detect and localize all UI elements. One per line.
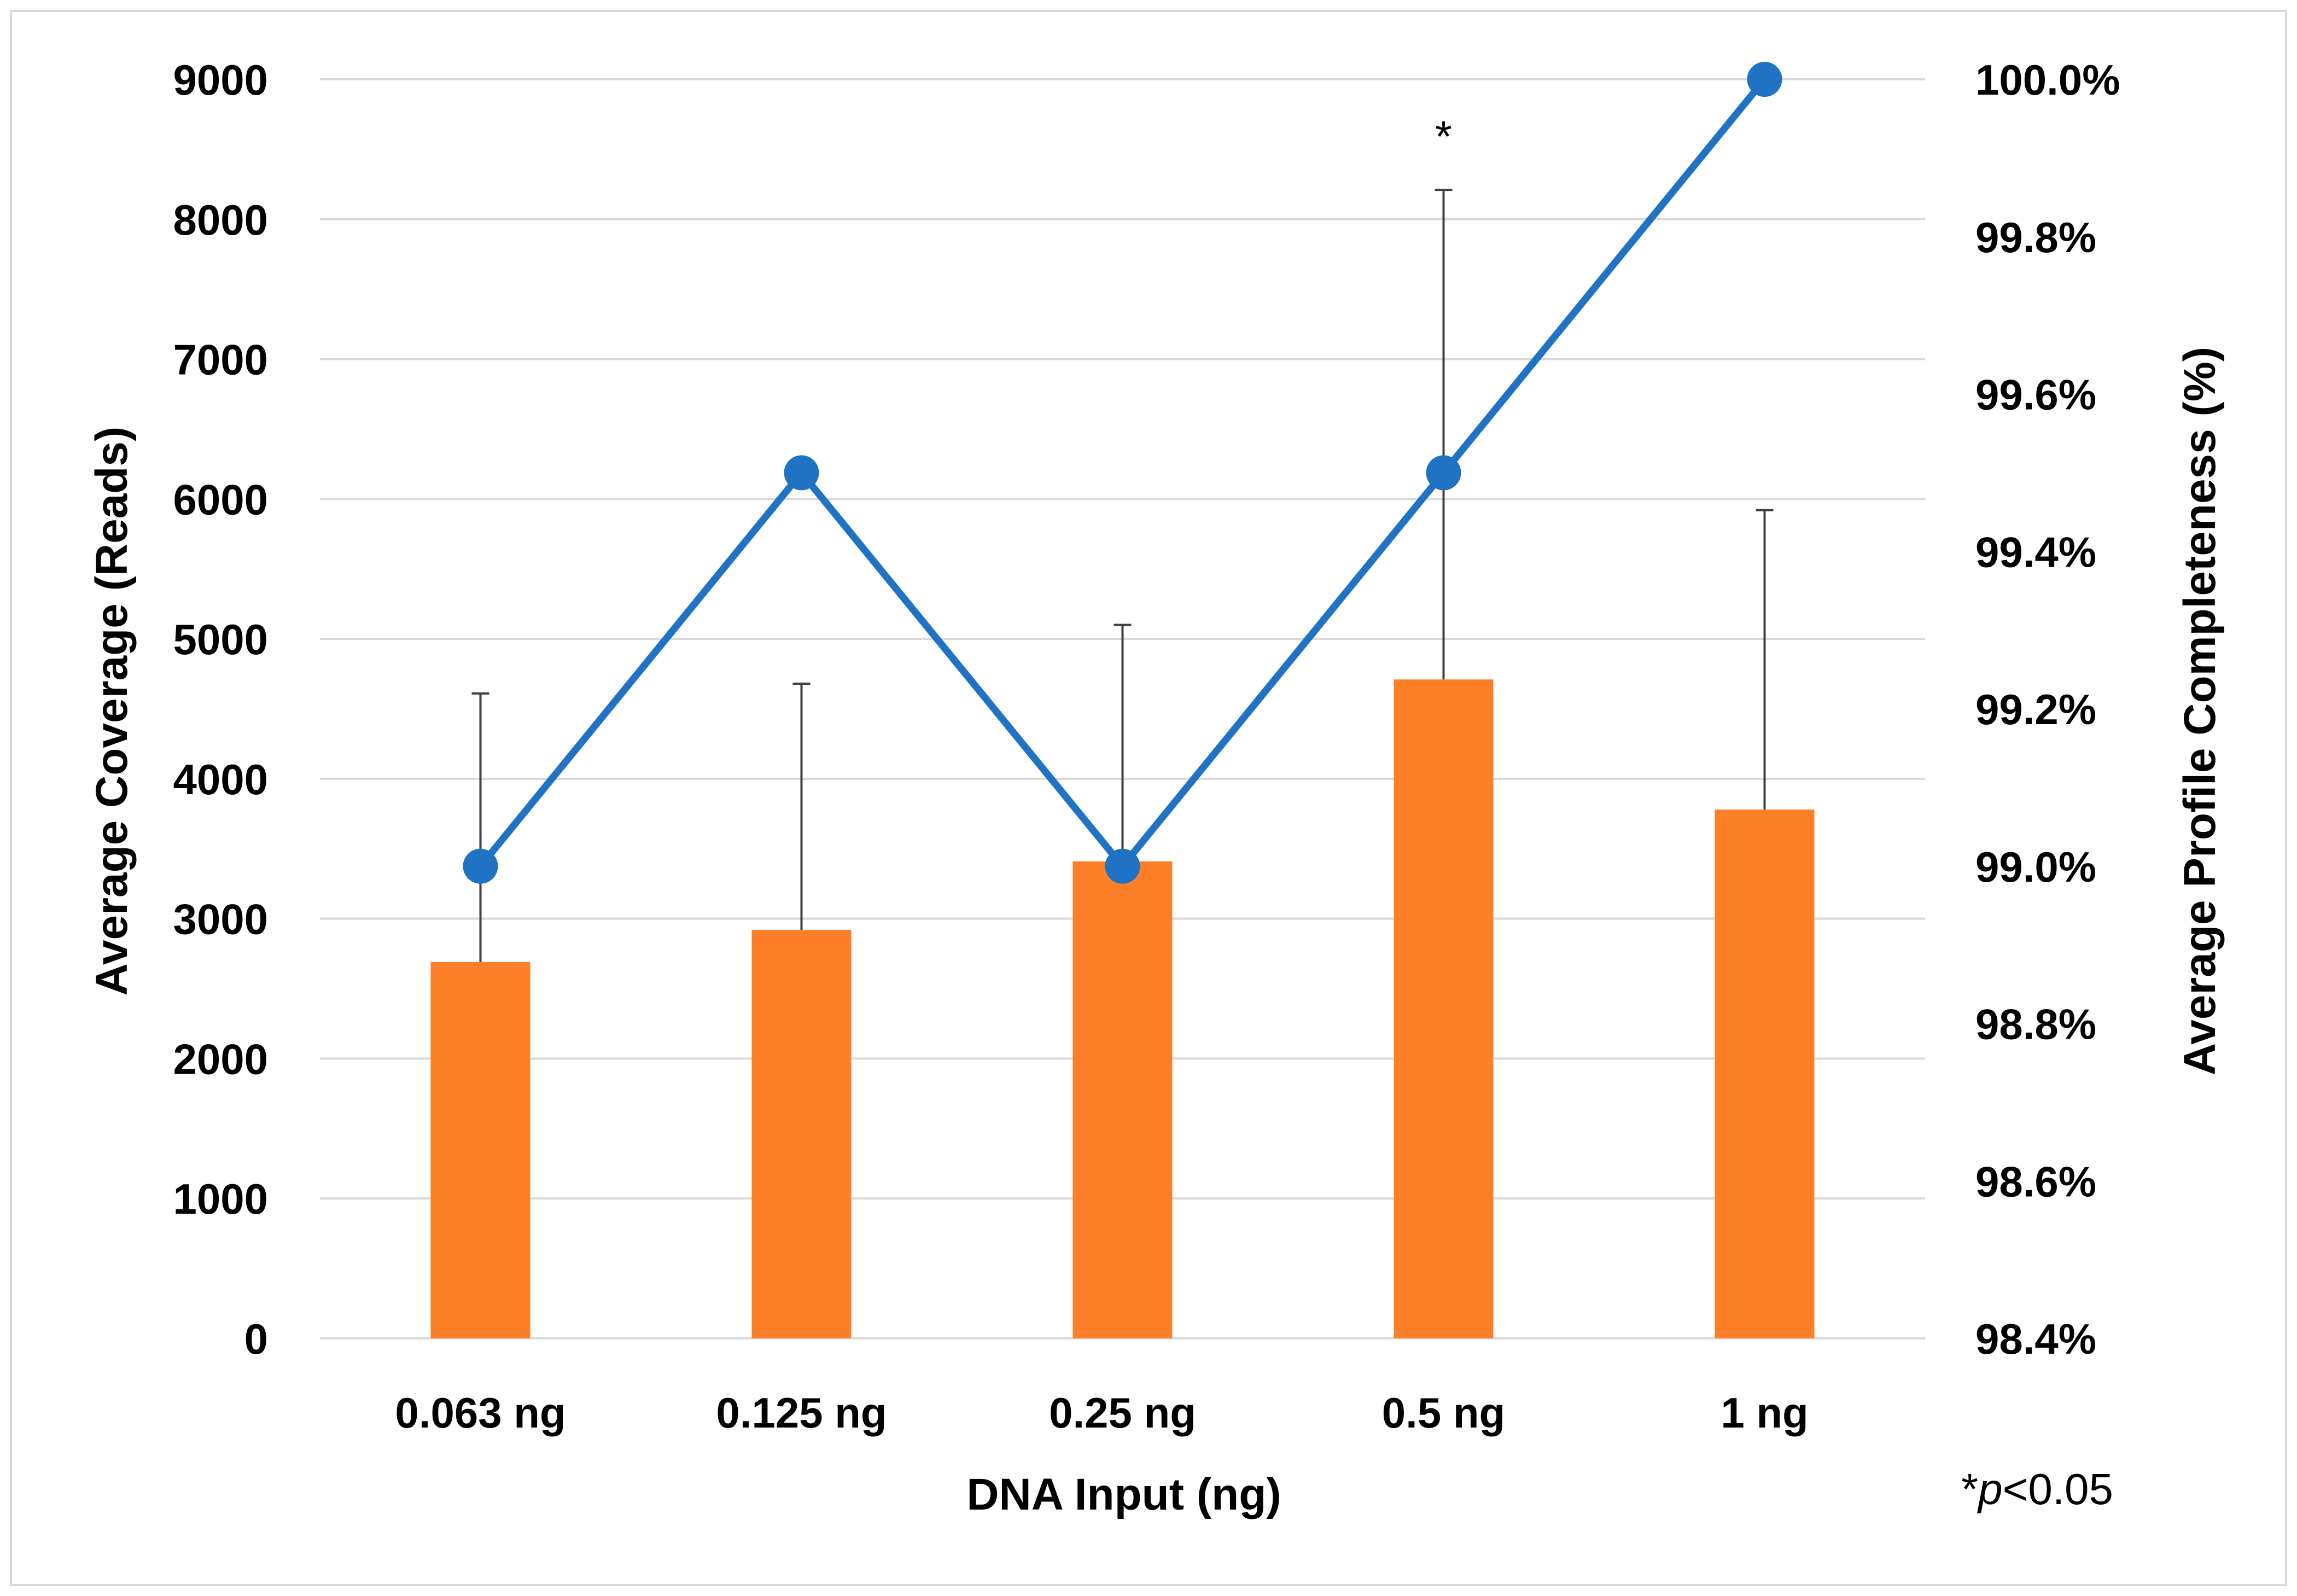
category-tick-label: 0.063 ng (395, 1389, 565, 1437)
secondary-axis-tick-label: 98.8% (1975, 1000, 2096, 1049)
primary-axis-tick-label: 2000 (173, 1035, 268, 1083)
secondary-axis-tick-label: 99.0% (1975, 843, 2096, 891)
coverage-bar (430, 962, 530, 1338)
primary-axis-tick-label: 5000 (173, 615, 268, 663)
primary-axis-tick-label: 4000 (173, 755, 268, 803)
error-bars (471, 189, 1774, 962)
line-series (463, 62, 1782, 884)
secondary-axis-tick-label: 99.4% (1975, 528, 2096, 576)
significance-marker: * (1435, 112, 1452, 161)
category-tick-label: 0.125 ng (716, 1389, 887, 1437)
footnote-prefix: * (1961, 1465, 1978, 1513)
coverage-bar (751, 930, 852, 1338)
category-axis-ticks: 0.063 ng 0.125 ng 0.25 ng 0.5 ng 1 ng (395, 1389, 1808, 1437)
secondary-axis-ticks: 98.4% 98.6% 98.8% 99.0% 99.2% 99.4% 99.6% 99.8%… (1975, 56, 2120, 1363)
primary-axis-ticks: 0 1000 2000 3000 4000 5000 6000 7000 8000 9000 (173, 56, 268, 1363)
completeness-point (1105, 848, 1140, 884)
coverage-bar (1394, 679, 1494, 1338)
primary-axis-tick-label: 8000 (173, 196, 268, 244)
secondary-axis-tick-label: 99.6% (1975, 371, 2096, 419)
chart-frame (10, 10, 2287, 1586)
footnote-p: p (1977, 1465, 2003, 1513)
primary-axis-tick-label: 3000 (173, 895, 268, 943)
secondary-axis-title: Average Profile Completeness (%) (2175, 347, 2225, 1075)
coverage-bar (1715, 809, 1815, 1338)
primary-axis-tick-label: 1000 (173, 1175, 268, 1223)
secondary-axis-tick-label: 100.0% (1975, 56, 2120, 104)
completeness-point (1747, 62, 1782, 97)
primary-axis-title: Average Coverage (Reads) (87, 427, 137, 996)
completeness-point (1426, 455, 1461, 491)
secondary-axis-tick-label: 99.8% (1975, 213, 2096, 261)
coverage-bar (1072, 861, 1173, 1338)
primary-axis-tick-label: 7000 (173, 336, 268, 384)
primary-axis-tick-label: 9000 (173, 56, 268, 104)
completeness-point (463, 848, 498, 884)
category-tick-label: 0.25 ng (1049, 1389, 1196, 1437)
category-tick-label: 0.5 ng (1382, 1389, 1505, 1437)
footnote-threshold: <0.05 (2003, 1465, 2113, 1513)
primary-axis-tick-label: 6000 (173, 475, 268, 523)
primary-axis-tick-label: 0 (244, 1315, 268, 1363)
p-value-footnote: *p<0.05 (1961, 1465, 2113, 1513)
bar-series (430, 679, 1815, 1338)
category-tick-label: 1 ng (1721, 1389, 1808, 1437)
secondary-axis-tick-label: 98.6% (1975, 1157, 2096, 1205)
secondary-axis-tick-label: 98.4% (1975, 1315, 2096, 1363)
x-axis-title: DNA Input (ng) (966, 1470, 1281, 1519)
secondary-axis-tick-label: 99.2% (1975, 685, 2096, 733)
completeness-point (784, 455, 819, 491)
